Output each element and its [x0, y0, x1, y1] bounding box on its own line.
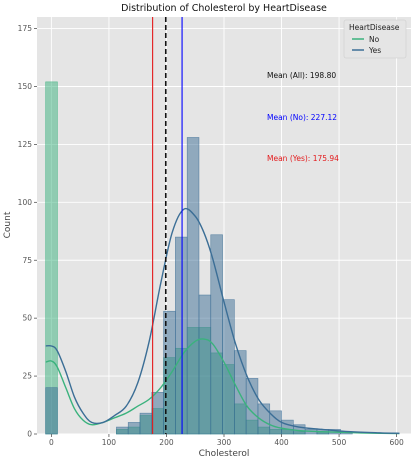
kde-line-yes: [45, 207, 400, 435]
x-tick-label: 200: [159, 438, 174, 447]
x-tick-label: 300: [217, 438, 232, 447]
bars: [45, 81, 353, 435]
y-axis-title: Count: [3, 211, 13, 238]
histogram-bar-yes: [151, 391, 164, 435]
histogram-bar-yes: [210, 234, 223, 435]
histogram-bar-yes: [281, 419, 294, 435]
kde-curves: [45, 207, 400, 435]
y-tick-label: 75: [22, 256, 32, 265]
x-tick-label: 100: [102, 438, 117, 447]
tick-labels: 0 100 200 300 400 500 600 0 25 50 75 100 125 150 175: [18, 24, 404, 447]
annotation-mean-yes: Mean (Yes): 175.94: [267, 154, 339, 163]
kde-line-no: [45, 338, 400, 435]
x-tick-label: 400: [274, 438, 289, 447]
histogram-bar-yes: [175, 236, 188, 435]
mean-lines: [152, 17, 183, 434]
x-tick-label: 600: [389, 438, 404, 447]
y-tick-label: 0: [27, 430, 32, 439]
annotation-mean-all: Mean (All): 198.80: [267, 71, 336, 80]
y-tick-label: 25: [22, 372, 32, 381]
y-tick-label: 150: [18, 82, 33, 91]
histogram-bar-yes: [234, 350, 247, 435]
histogram-bar-yes: [127, 422, 141, 435]
legend: HeartDisease No Yes: [343, 19, 407, 59]
chart-title: Distribution of Cholesterol by HeartDise…: [121, 3, 327, 14]
histogram-bar-yes: [139, 412, 153, 435]
legend-title: HeartDisease: [349, 23, 400, 32]
histogram-bar-yes: [186, 137, 200, 435]
histogram-bar-yes: [116, 426, 129, 435]
x-tick-label: 500: [332, 438, 347, 447]
legend-label-no: No: [369, 35, 380, 44]
histogram-bar-no: [45, 81, 58, 435]
legend-label-yes: Yes: [368, 46, 381, 55]
y-tick-label: 50: [22, 314, 32, 323]
histogram-bar-yes: [198, 294, 212, 435]
x-axis-title: Cholesterol: [199, 449, 250, 459]
y-tick-label: 125: [18, 140, 33, 149]
legend-box: [343, 19, 407, 59]
histogram-bar-yes: [45, 387, 58, 435]
y-tick-label: 175: [18, 24, 33, 33]
x-tick-label: 0: [49, 438, 54, 447]
y-tick-label: 100: [18, 198, 33, 207]
annotation-mean-no: Mean (No): 227.12: [267, 113, 337, 122]
